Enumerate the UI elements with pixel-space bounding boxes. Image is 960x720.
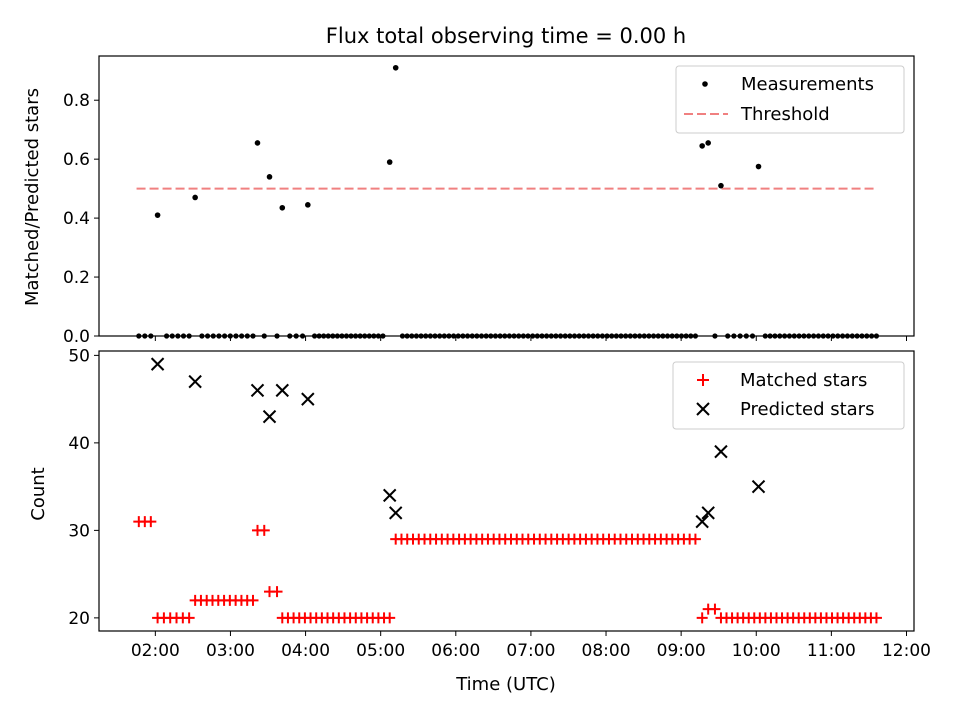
predicted-star-stroke	[382, 488, 397, 503]
bottom-y-tick-label: 50	[68, 346, 90, 366]
x-tick-label: 06:00	[431, 641, 480, 661]
predicted-star-point	[388, 506, 403, 520]
predicted-star-stroke	[388, 506, 403, 520]
predicted-star-stroke	[714, 444, 728, 459]
bottom-y-tick-label: 30	[68, 521, 90, 541]
matched-star-point	[183, 612, 195, 624]
matched-star-point	[709, 603, 721, 615]
bottom-legend-box	[672, 361, 905, 430]
predicted-star-point	[188, 374, 202, 389]
predicted-star-stroke	[701, 506, 715, 520]
x-tick-label: 05:00	[356, 641, 405, 661]
legend-measurements-marker	[702, 81, 708, 87]
predicted-star-point	[701, 506, 715, 520]
matched-star-point	[689, 533, 701, 545]
legend-predicted-marker	[696, 402, 710, 416]
x-tick-label: 08:00	[582, 641, 631, 661]
measurement-point	[192, 194, 198, 201]
legend-matched-marker	[697, 374, 709, 386]
predicted-star-point	[714, 444, 728, 459]
measurement-point	[386, 159, 393, 165]
x-tick-label: 07:00	[506, 641, 555, 661]
top-x-ticks	[154, 336, 907, 341]
predicted-star-point	[262, 409, 277, 424]
x-tick-label: 11:00	[807, 641, 856, 661]
x-tick-label: 03:00	[206, 641, 255, 661]
measurement-point	[305, 202, 311, 208]
x-tick-label: 02:00	[131, 641, 180, 661]
x-tick-label: 12:00	[882, 641, 931, 661]
x-tick-label: 04:00	[281, 641, 330, 661]
bottom-y-axis: 20 30 40 50	[68, 346, 99, 629]
top-panel-frame	[98, 55, 915, 337]
x-tick-label: 10:00	[732, 641, 781, 661]
matched-star-point	[145, 516, 157, 528]
legend-threshold-label: Threshold	[740, 104, 830, 125]
predicted-star-stroke	[751, 479, 766, 494]
matched-star-point	[271, 586, 283, 598]
legend-matched-label: Matched stars	[740, 370, 867, 391]
x-axis-label: Time (UTC)	[455, 674, 556, 695]
measurement-point	[254, 140, 261, 146]
predicted-star-stroke	[301, 392, 315, 406]
predicted-star-point	[695, 514, 709, 529]
bottom-legend: Matched stars Predicted stars	[672, 361, 905, 430]
top-y-tick-label: 0.2	[63, 268, 90, 288]
top-y-axis: 0.0 0.2 0.4 0.6 0.8	[63, 91, 99, 347]
legend-predicted-label: Predicted stars	[740, 399, 874, 420]
top-legend: Measurements Threshold	[675, 65, 905, 134]
top-y-tick-label: 0.8	[63, 91, 90, 111]
top-legend-box	[675, 65, 905, 134]
measurement-point	[755, 163, 762, 170]
predicted-star-point	[382, 488, 397, 503]
predicted-star-point	[275, 383, 289, 398]
predicted-star-stroke	[262, 409, 277, 424]
predicted-star-point	[751, 479, 766, 494]
matched-star-point	[384, 612, 396, 624]
matched-star-point	[247, 594, 259, 606]
predicted-star-point	[301, 392, 315, 406]
measurement-point	[154, 212, 161, 218]
predicted-star-point	[150, 357, 165, 371]
bottom-y-tick-label: 40	[68, 434, 90, 454]
measurement-point	[699, 143, 705, 149]
measurement-point	[718, 182, 724, 189]
bottom-panel-frame	[98, 350, 915, 632]
measurement-point	[279, 204, 286, 211]
top-y-tick-label: 0.0	[63, 327, 90, 347]
predicted-star-stroke	[250, 383, 265, 398]
top-y-axis-label: Matched/Predicted stars	[22, 88, 43, 306]
top-panel: 0.00.20.40.60.8 Matched/Predicted stars …	[22, 55, 915, 347]
matched-star-point	[870, 612, 882, 624]
matched-star-point	[696, 612, 708, 624]
measurement-point	[266, 174, 273, 180]
predicted-star-stroke	[150, 357, 165, 371]
measurement-point	[392, 64, 399, 71]
predicted-star-stroke	[275, 383, 289, 398]
bottom-x-axis: 02:00 03:00 04:00 05:00 06:00 07:00 08:00 09:00…	[131, 631, 931, 661]
matched-star-point	[258, 524, 270, 536]
measurement-point	[705, 140, 711, 146]
predicted-star-stroke	[695, 514, 709, 529]
x-tick-label: 09:00	[657, 641, 706, 661]
legend-measurements-label: Measurements	[741, 74, 874, 95]
bottom-panel-marks	[133, 357, 882, 624]
predicted-star-point	[250, 383, 265, 398]
top-y-tick-label: 0.6	[63, 150, 90, 170]
predicted-star-stroke	[188, 374, 202, 389]
bottom-y-axis-label: Count	[28, 467, 49, 520]
bottom-y-tick-label: 20	[68, 609, 90, 629]
chart-title: Flux total observing time = 0.00 h	[326, 24, 686, 48]
top-y-tick-label: 0.4	[63, 209, 90, 229]
